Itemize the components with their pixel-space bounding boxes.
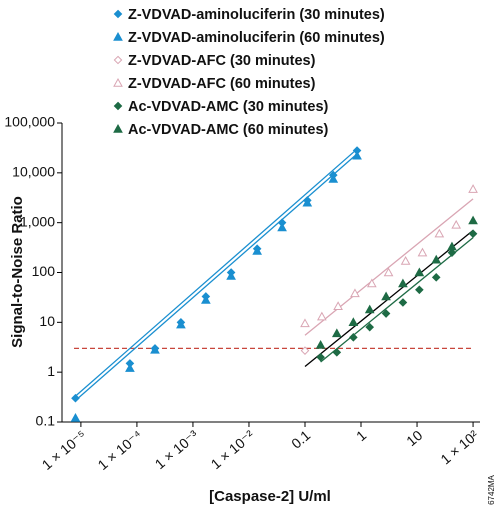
legend-label: Z-VDVAD-aminoluciferin (60 minutes) bbox=[128, 30, 385, 46]
point bbox=[315, 340, 326, 349]
point bbox=[365, 322, 375, 332]
x-tick-label: 1 × 10⁻⁵ bbox=[39, 427, 90, 473]
x-tick-label: 1 bbox=[353, 427, 369, 444]
legend-marker bbox=[113, 9, 123, 19]
point bbox=[431, 254, 442, 264]
point bbox=[417, 247, 428, 257]
point bbox=[381, 309, 391, 318]
fit-line bbox=[304, 198, 474, 336]
point bbox=[316, 352, 325, 362]
legend-marker bbox=[113, 55, 123, 65]
point bbox=[400, 255, 411, 265]
point bbox=[381, 291, 391, 301]
point bbox=[468, 215, 478, 225]
point bbox=[348, 317, 359, 327]
point bbox=[431, 273, 441, 282]
legend: Z-VDVAD-aminoluciferin (30 minutes) Z-VDV… bbox=[113, 7, 385, 138]
point bbox=[328, 174, 339, 183]
legend-label: Ac-VDVAD-AMC (60 minutes) bbox=[128, 122, 329, 138]
y-tick-label: 100 bbox=[32, 263, 56, 279]
fit-line bbox=[75, 148, 358, 397]
legend-label: Z-VDVAD-AFC (30 minutes) bbox=[128, 53, 316, 69]
point bbox=[451, 219, 462, 229]
y-tick-label: 1 bbox=[47, 363, 55, 379]
x-tick-label: 1 × 10² bbox=[437, 427, 481, 468]
legend-marker bbox=[113, 123, 123, 133]
point bbox=[302, 197, 313, 207]
point bbox=[331, 328, 342, 338]
point bbox=[434, 228, 445, 238]
legend-marker bbox=[113, 77, 123, 87]
point bbox=[317, 311, 327, 321]
figure-id: 6742MA bbox=[487, 474, 496, 504]
x-tick-label: 10 bbox=[403, 427, 425, 449]
point bbox=[349, 333, 358, 342]
point bbox=[468, 229, 478, 239]
point bbox=[398, 298, 408, 307]
legend-label: Z-VDVAD-AFC (60 minutes) bbox=[128, 76, 316, 92]
y-tick-label: 10,000 bbox=[12, 164, 55, 180]
point bbox=[277, 222, 287, 232]
x-axis-title: [Caspase-2] U/ml bbox=[209, 488, 331, 505]
x-tick-label: 1 × 10⁻² bbox=[208, 427, 258, 472]
point bbox=[383, 267, 394, 277]
point bbox=[350, 288, 360, 298]
y-tick-label: 1,000 bbox=[20, 213, 55, 229]
point bbox=[398, 278, 408, 288]
point bbox=[333, 301, 343, 310]
legend-marker bbox=[113, 101, 123, 111]
fit-line bbox=[75, 153, 358, 401]
point bbox=[447, 248, 457, 257]
point bbox=[300, 346, 310, 355]
point bbox=[71, 393, 80, 403]
x-tick-label: 1 × 10⁻³ bbox=[152, 427, 202, 472]
y-tick-label: 10 bbox=[39, 313, 55, 329]
point bbox=[226, 270, 236, 280]
legend-label: Ac-VDVAD-AMC (30 minutes) bbox=[128, 99, 329, 115]
y-tick-label: 0.1 bbox=[36, 413, 56, 429]
point bbox=[70, 413, 81, 422]
point bbox=[414, 267, 425, 277]
point bbox=[125, 363, 135, 372]
point bbox=[332, 348, 342, 357]
point bbox=[176, 319, 186, 329]
x-tick-label: 0.1 bbox=[288, 427, 313, 452]
y-axis-title: Signal-to-Noise Ratio bbox=[9, 196, 26, 348]
point bbox=[364, 304, 375, 314]
point bbox=[252, 245, 263, 255]
point bbox=[415, 285, 424, 295]
point bbox=[201, 295, 211, 304]
point bbox=[352, 150, 362, 160]
point bbox=[447, 241, 457, 251]
fit-line bbox=[320, 237, 474, 363]
point bbox=[300, 318, 310, 328]
legend-marker bbox=[113, 31, 123, 41]
point bbox=[468, 184, 478, 193]
x-tick-label: 1 × 10⁻⁴ bbox=[95, 427, 146, 473]
legend-label: Z-VDVAD-aminoluciferin (30 minutes) bbox=[128, 7, 385, 23]
point bbox=[150, 344, 160, 354]
point bbox=[366, 278, 377, 288]
y-tick-label: 100,000 bbox=[4, 114, 55, 130]
